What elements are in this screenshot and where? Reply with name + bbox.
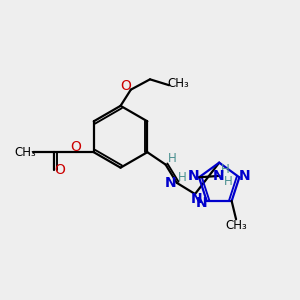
- Text: O: O: [54, 163, 65, 177]
- Text: N: N: [196, 196, 207, 210]
- Text: O: O: [120, 79, 131, 93]
- Text: N: N: [213, 169, 225, 183]
- Text: N: N: [165, 176, 177, 190]
- Text: CH₃: CH₃: [225, 219, 247, 232]
- Text: N: N: [239, 169, 250, 183]
- Text: H: H: [168, 152, 176, 165]
- Text: H: H: [224, 175, 233, 188]
- Text: CH₃: CH₃: [14, 146, 36, 159]
- Text: H: H: [178, 171, 186, 184]
- Text: H: H: [220, 163, 229, 176]
- Text: O: O: [70, 140, 81, 154]
- Text: N: N: [188, 169, 200, 182]
- Text: N: N: [191, 192, 202, 206]
- Text: CH₃: CH₃: [167, 77, 189, 90]
